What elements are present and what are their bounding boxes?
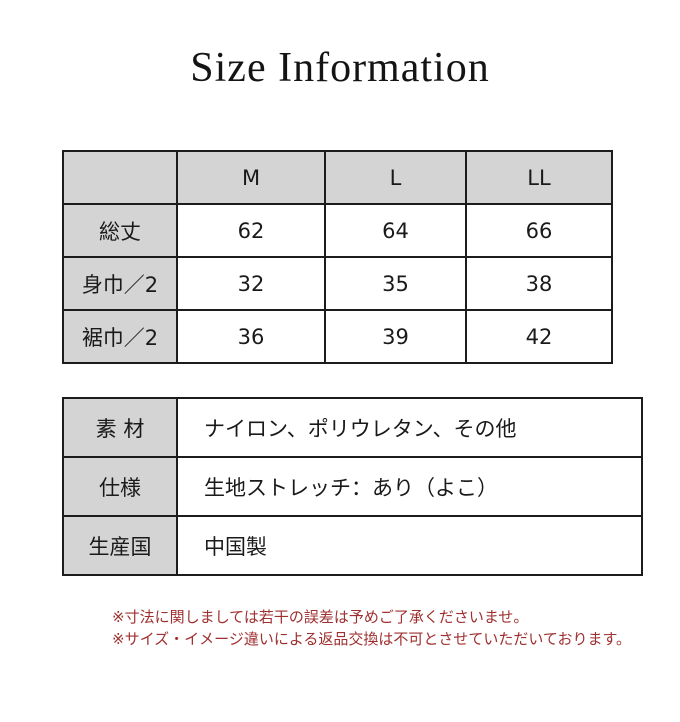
table-row-spec: 仕様 生地ストレッチ：あり（よこ） bbox=[62, 456, 643, 517]
row-label: 裾巾／2 bbox=[62, 309, 178, 364]
page-title: Size Information bbox=[190, 45, 490, 91]
size-information-page: Size Information M L LL 総丈 62 64 66 身巾／2… bbox=[0, 42, 680, 722]
cell-value: 36 bbox=[176, 309, 326, 364]
table-row-hem-width: 裾巾／2 36 39 42 bbox=[62, 309, 613, 364]
cell-value: 35 bbox=[324, 256, 467, 311]
size-table-header-row: M L LL bbox=[62, 150, 613, 205]
size-table-header-m: M bbox=[176, 150, 326, 205]
row-label: 素 材 bbox=[62, 397, 178, 458]
table-row-material: 素 材 ナイロン、ポリウレタン、その他 bbox=[62, 397, 643, 458]
note-line-dimension-tolerance: ※寸法に関しましては若干の誤差は予めご了承くださいませ。 bbox=[112, 608, 529, 626]
cell-value: 39 bbox=[324, 309, 467, 364]
cell-value: 66 bbox=[465, 203, 613, 258]
row-label: 仕様 bbox=[62, 456, 178, 517]
table-row-country: 生産国 中国製 bbox=[62, 515, 643, 576]
product-info-table: 素 材 ナイロン、ポリウレタン、その他 仕様 生地ストレッチ：あり（よこ） 生産… bbox=[62, 397, 643, 576]
size-table-header-l: L bbox=[324, 150, 467, 205]
cell-value: 42 bbox=[465, 309, 613, 364]
row-label: 身巾／2 bbox=[62, 256, 178, 311]
cell-value: 中国製 bbox=[176, 515, 643, 576]
cell-value: ナイロン、ポリウレタン、その他 bbox=[176, 397, 643, 458]
size-table: M L LL 総丈 62 64 66 身巾／2 32 35 38 裾巾／2 36… bbox=[62, 150, 613, 364]
cell-value: 生地ストレッチ：あり（よこ） bbox=[176, 456, 643, 517]
cell-value: 62 bbox=[176, 203, 326, 258]
table-row-body-width: 身巾／2 32 35 38 bbox=[62, 256, 613, 311]
cell-value: 64 bbox=[324, 203, 467, 258]
size-table-corner-cell bbox=[62, 150, 178, 205]
size-table-header-ll: LL bbox=[465, 150, 613, 205]
cell-value: 38 bbox=[465, 256, 613, 311]
table-row-total-length: 総丈 62 64 66 bbox=[62, 203, 613, 258]
disclaimer-notes: ※寸法に関しましては若干の誤差は予めご了承くださいませ。 ※サイズ・イメージ違い… bbox=[112, 606, 680, 650]
note-line-no-returns: ※サイズ・イメージ違いによる返品交換は不可とさせていただいております。 bbox=[112, 630, 631, 648]
row-label: 生産国 bbox=[62, 515, 178, 576]
cell-value: 32 bbox=[176, 256, 326, 311]
row-label: 総丈 bbox=[62, 203, 178, 258]
